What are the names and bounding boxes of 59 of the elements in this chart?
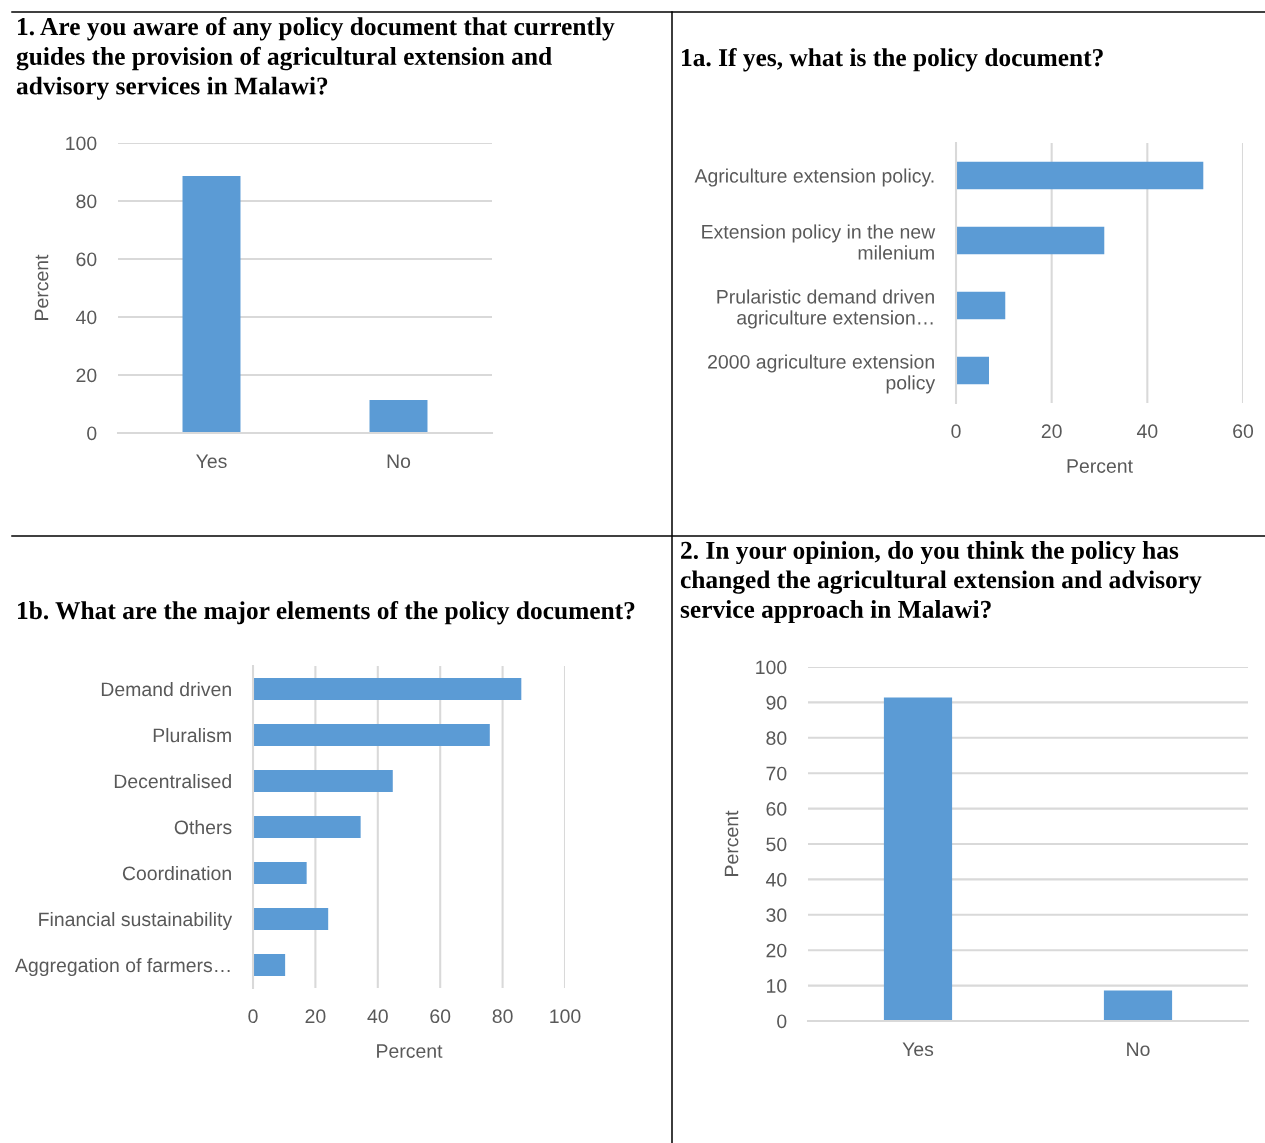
- y-tick-label: Pluralism: [153, 727, 231, 743]
- y-tick-label: Demand driven: [101, 681, 231, 697]
- bar: [253, 815, 361, 839]
- y-axis-title: Percent: [34, 254, 49, 320]
- y-tick-label: Prularistic demand driven agriculture extension…: [717, 289, 934, 329]
- y-tick-label: 80: [766, 731, 787, 746]
- y-axis-title: Percent: [724, 810, 739, 876]
- x-tick-label: No: [387, 454, 411, 469]
- x-tick-label: 20: [305, 1009, 326, 1024]
- x-tick-label: 20: [1041, 424, 1062, 439]
- y-tick-label: Decentralised: [114, 773, 231, 789]
- y-tick-label: 40: [75, 310, 97, 325]
- y-tick-label: 2000 agriculture extension policy: [708, 354, 936, 394]
- y-tick-label: 60: [76, 252, 97, 267]
- y-tick-label: 30: [766, 908, 787, 923]
- x-axis-title: Percent: [377, 1044, 443, 1058]
- x-tick-label: 40: [1136, 424, 1158, 439]
- x-tick-label: 60: [1233, 424, 1254, 439]
- y-tick-label: 80: [76, 194, 97, 209]
- bar: [956, 161, 1204, 190]
- x-tick-label: No: [1127, 1042, 1150, 1057]
- y-tick-label: Financial sustainability: [39, 911, 233, 931]
- y-tick-label: Others: [174, 819, 232, 835]
- x-tick-label: Yes: [196, 454, 227, 469]
- y-tick-label: Extension policy in the new milenium: [702, 224, 936, 260]
- y-tick-label: 60: [766, 802, 787, 816]
- chart-title: 1. Are you aware of any policy document that currently guides the provision of agricultural extension and advisory services in Malawi?: [16, 17, 615, 100]
- y-tick-label: 40: [765, 872, 787, 887]
- chart-title: 1a. If yes, what is the policy document?: [682, 48, 1103, 72]
- x-tick-label: 0: [951, 424, 961, 439]
- y-tick-label: 10: [767, 979, 787, 993]
- y-tick-label: 20: [766, 943, 787, 958]
- bar: [253, 769, 393, 793]
- chart-title: 2. In your opinion, do you think the policy has changed the agricultural extension and advisory service approach in Malawi?: [680, 541, 1202, 624]
- x-tick-label: 40: [367, 1009, 388, 1024]
- x-tick-label: 80: [492, 1009, 513, 1024]
- bar: [253, 861, 307, 885]
- y-tick-label: 70: [766, 766, 787, 781]
- y-tick-label: Aggregation of farmers…: [14, 957, 230, 977]
- y-tick-label: Coordination: [122, 865, 231, 881]
- x-tick-label: 60: [430, 1009, 451, 1024]
- bar: [253, 723, 490, 747]
- bar: [253, 953, 286, 977]
- x-axis-title: Percent: [1067, 459, 1133, 473]
- y-tick-label: 100: [756, 660, 787, 675]
- bar: [956, 291, 1006, 320]
- x-tick-label: Yes: [902, 1042, 934, 1057]
- y-tick-label: Agriculture extension policy.: [694, 168, 934, 187]
- y-tick-label: 90: [766, 695, 787, 710]
- chart-title: 1b. What are the major elements of the policy document?: [18, 601, 635, 625]
- x-tick-label: 100: [550, 1009, 581, 1024]
- bar: [253, 677, 522, 701]
- y-tick-label: 20: [76, 368, 97, 383]
- y-tick-label: 50: [766, 837, 787, 852]
- bar: [956, 226, 1105, 255]
- bar: [956, 356, 989, 385]
- bar: [253, 907, 329, 931]
- y-tick-label: 100: [66, 136, 97, 151]
- x-tick-label: 0: [248, 1009, 258, 1024]
